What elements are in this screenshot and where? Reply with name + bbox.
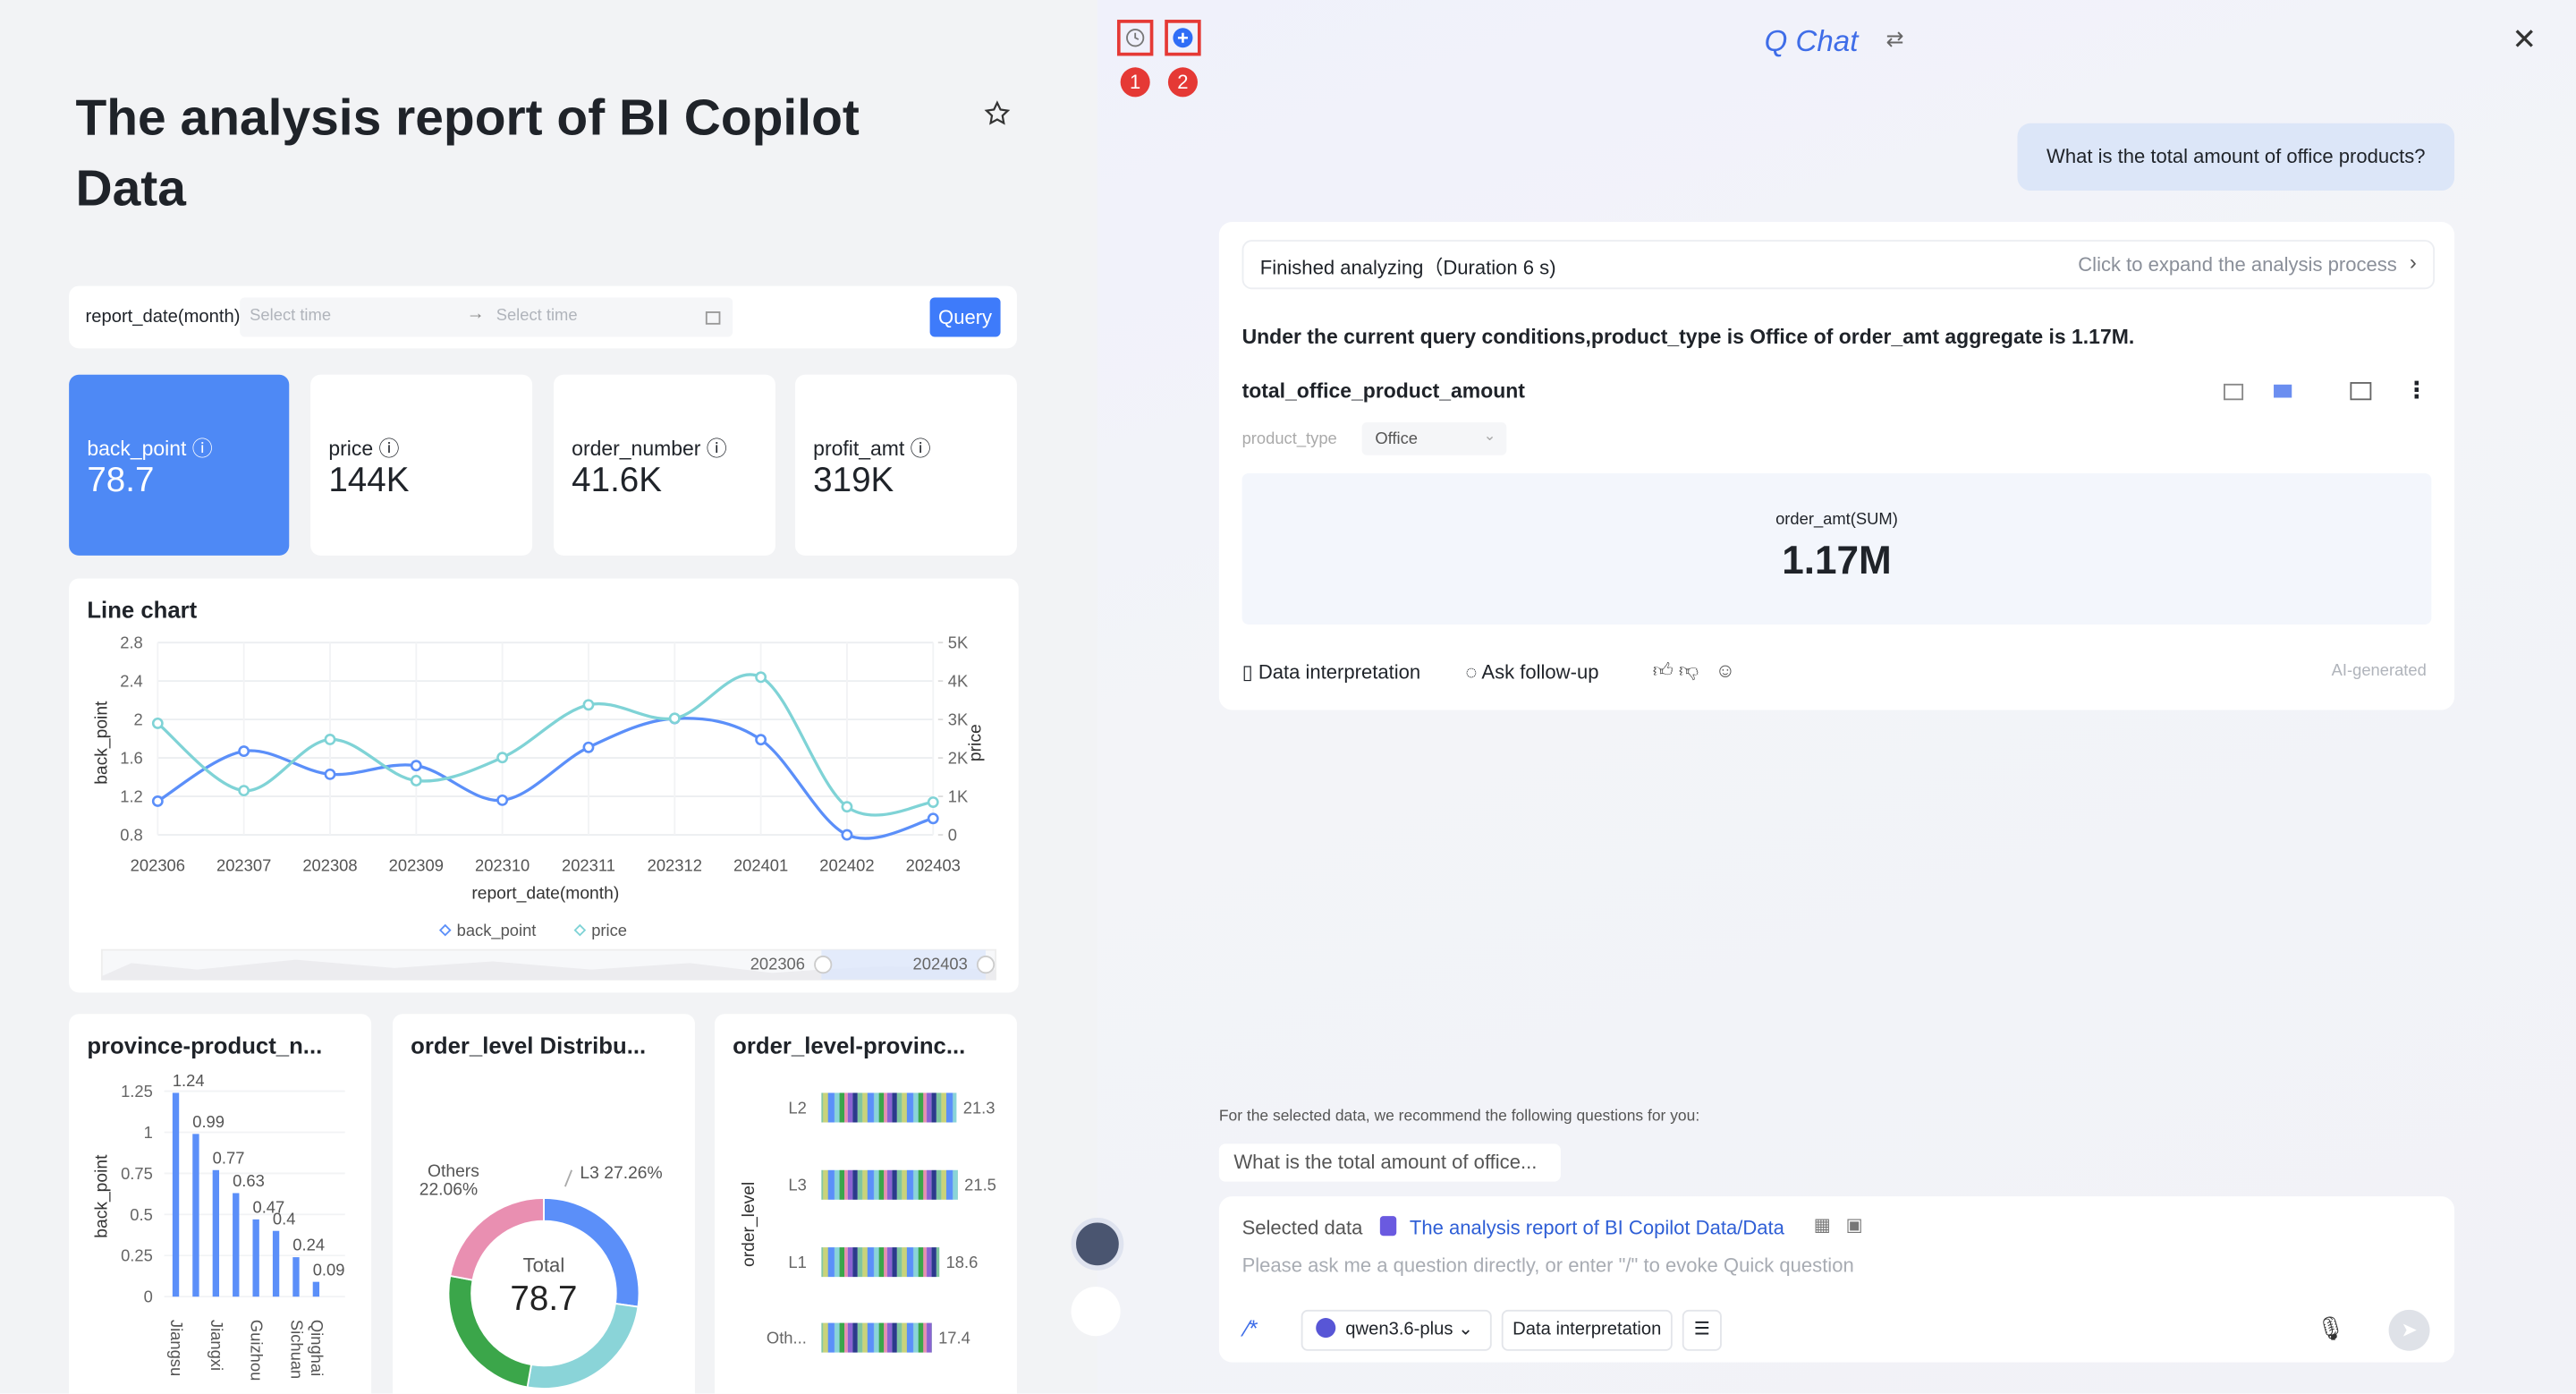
user-message: What is the total amount of office produ… bbox=[2017, 123, 2455, 191]
path bbox=[984, 100, 1011, 125]
date-range[interactable]: Select time → Select time bbox=[240, 297, 733, 337]
input-box: Selected data The analysis report of BI … bbox=[1218, 1196, 2455, 1363]
kpi-label: back_point bbox=[87, 437, 187, 461]
selected-value[interactable]: The analysis report of BI Copilot Data/D… bbox=[1409, 1216, 1784, 1239]
side-button[interactable] bbox=[1071, 1287, 1121, 1337]
magic-icon[interactable]: ⁄* bbox=[1245, 1314, 1258, 1341]
badge: 2 bbox=[1167, 67, 1198, 98]
report-title: The analysis report of BI Copilot Data bbox=[75, 89, 860, 217]
calendar-icon bbox=[705, 311, 721, 325]
chart-type-button[interactable] bbox=[2205, 377, 2292, 410]
selected-label: Selected data bbox=[1241, 1216, 1363, 1239]
star-icon[interactable] bbox=[984, 100, 1011, 126]
filter-value: Office bbox=[1375, 430, 1418, 449]
rect bbox=[2224, 383, 2244, 401]
bar-chart-card: province-product_n... bbox=[69, 1014, 372, 1394]
switch-icon[interactable]: ⇄ bbox=[1885, 26, 1904, 51]
action-label: Data interpretation bbox=[1258, 660, 1421, 684]
action[interactable]: ▯ Data interpretation bbox=[1241, 660, 1421, 684]
card-title: total_office_product_amount bbox=[1241, 379, 1525, 403]
rect bbox=[2274, 384, 2292, 398]
chat-title: Q Chat bbox=[1764, 24, 1859, 58]
kpi-value: 78.7 bbox=[87, 462, 155, 500]
report-panel: The analysis report of BI Copilot Data r… bbox=[0, 0, 1097, 1394]
chevron: › bbox=[2409, 250, 2417, 275]
caret: ⌄ bbox=[1483, 427, 1496, 444]
assistant-avatar[interactable] bbox=[1071, 1218, 1124, 1271]
kpi-label: order_number bbox=[572, 437, 701, 461]
expand-link[interactable]: Click to expand the analysis process bbox=[2078, 252, 2397, 276]
feedback-buttons[interactable]: 👍︎ 👎︎ ☺︎ bbox=[1652, 659, 1736, 683]
kpi-name: order_number ⓘ bbox=[572, 437, 727, 461]
data-icon bbox=[1379, 1216, 1397, 1237]
stacked-card: order_level-provinc... bbox=[714, 1014, 1017, 1394]
history-icon bbox=[1126, 29, 1145, 47]
data-actions[interactable]: ▦ ▣ bbox=[1813, 1216, 1863, 1237]
filter-label: report_date(month) bbox=[85, 307, 241, 327]
filter-name: product_type bbox=[1241, 430, 1337, 449]
chart-title: Line chart bbox=[87, 596, 198, 624]
circle bbox=[1126, 29, 1145, 47]
model-select[interactable]: qwen3.6-plus ⌄ bbox=[1301, 1309, 1492, 1351]
icons bbox=[2224, 383, 2292, 401]
rect bbox=[2350, 382, 2372, 401]
badge: 1 bbox=[1120, 67, 1150, 98]
kpi-name: profit_amt ⓘ bbox=[813, 437, 931, 461]
sql-icon[interactable] bbox=[2350, 379, 2373, 403]
history-button[interactable] bbox=[1116, 20, 1154, 56]
model-name: qwen3.6-plus bbox=[1345, 1319, 1453, 1339]
chart-title: order_level-provinc... bbox=[733, 1032, 966, 1058]
recommend-intro: For the selected data, we recommend the … bbox=[1218, 1107, 1700, 1126]
filter-bar: report_date(month) Select time → Select … bbox=[69, 285, 1017, 349]
kpi-card[interactable]: order_number ⓘ 41.6K bbox=[553, 374, 775, 556]
kpi-card[interactable]: price ⓘ 144K bbox=[310, 374, 533, 556]
action[interactable]: ◌ Ask follow-up bbox=[1465, 660, 1599, 684]
answer-card: Finished analyzing（Duration 6 s) Click t… bbox=[1218, 221, 2455, 710]
chart-title: province-product_n... bbox=[87, 1032, 323, 1058]
mic-button[interactable]: 🎙︎ bbox=[2316, 1314, 2346, 1341]
status-row[interactable]: Finished analyzing（Duration 6 s) Click t… bbox=[1241, 240, 2436, 290]
kpi-label: price bbox=[328, 437, 374, 461]
arrow: → bbox=[466, 303, 485, 324]
metric-value: 1.17M bbox=[1782, 539, 1892, 584]
donut-card: order_level Distribu... bbox=[392, 1014, 695, 1394]
chat-panel: 1 2 Q Chat ⇄ ✕ What is the total amount … bbox=[1097, 0, 2576, 1394]
filter-select[interactable]: Office ⌄ bbox=[1361, 422, 1507, 455]
kpi-name: price ⓘ bbox=[328, 437, 400, 461]
query-button[interactable]: Query bbox=[929, 297, 1001, 337]
input-placeholder[interactable]: Please ask me a question directly, or en… bbox=[1241, 1254, 1854, 1278]
recommend-chip[interactable]: What is the total amount of office... bbox=[1218, 1143, 1561, 1182]
kpi-card[interactable]: profit_amt ⓘ 319K bbox=[794, 374, 1017, 556]
status-text: Finished analyzing（Duration 6 s) bbox=[1259, 256, 1556, 280]
path bbox=[1177, 32, 1188, 43]
chart-title: order_level Distribu... bbox=[411, 1032, 647, 1058]
answer-text: Under the current query conditions,produ… bbox=[1241, 325, 2135, 349]
close-button[interactable]: ✕ bbox=[2512, 22, 2538, 56]
start-placeholder: Select time bbox=[250, 307, 332, 326]
send-button[interactable]: ➤ bbox=[2388, 1309, 2430, 1351]
plus-icon bbox=[1173, 28, 1193, 48]
metric-box: order_amt(SUM) 1.17M bbox=[1241, 472, 2432, 625]
kpi-card[interactable]: back_point ⓘ 78.7 bbox=[69, 374, 290, 556]
kpi-value: 144K bbox=[328, 462, 410, 500]
rect bbox=[705, 311, 721, 325]
path bbox=[1134, 32, 1140, 40]
end-placeholder: Select time bbox=[496, 307, 578, 326]
kpi-value: 319K bbox=[813, 462, 894, 500]
line-chart-card: Line chart bbox=[69, 578, 1019, 993]
list-button[interactable]: ☰ bbox=[1682, 1309, 1722, 1351]
kpi-name: back_point ⓘ bbox=[87, 437, 213, 461]
model-icon bbox=[1316, 1318, 1336, 1339]
mode-button[interactable]: Data interpretation bbox=[1501, 1309, 1673, 1351]
kpi-label: profit_amt bbox=[813, 437, 905, 461]
more-button[interactable]: ⋮ bbox=[2404, 376, 2428, 403]
metric-name: order_amt(SUM) bbox=[1775, 511, 1898, 530]
new-chat-button[interactable] bbox=[1165, 20, 1201, 56]
ai-note: AI-generated bbox=[2331, 662, 2427, 681]
kpi-value: 41.6K bbox=[572, 462, 663, 500]
action-label: Ask follow-up bbox=[1481, 660, 1599, 684]
